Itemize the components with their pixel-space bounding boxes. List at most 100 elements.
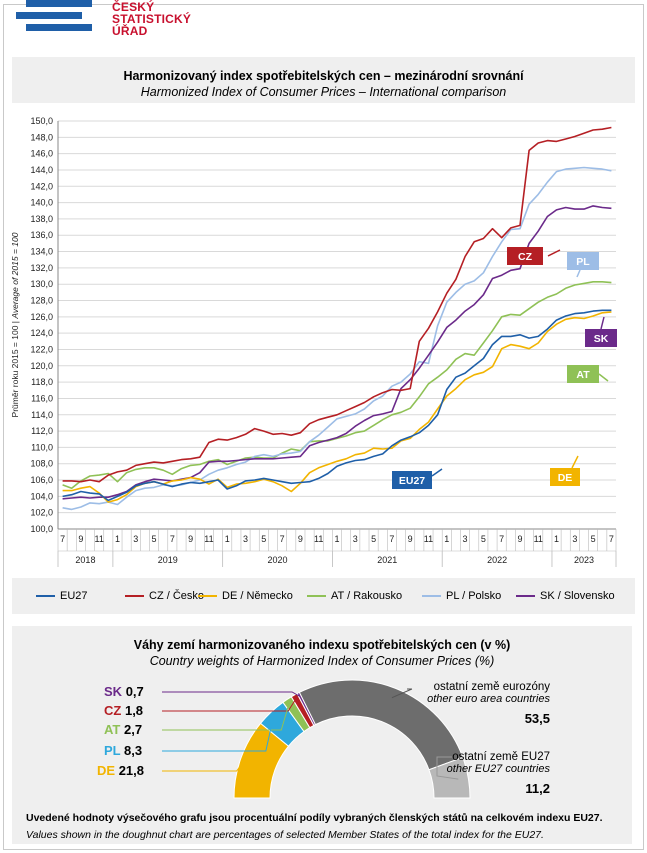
hicp-line-chart: 100,0 102,0 104,0 106,0 108,0 110,0 112,0 114,0…	[10, 103, 635, 575]
weight-value: 8,3	[124, 743, 143, 758]
legend-swatch	[516, 595, 535, 597]
y-tick-label: 110,0	[31, 442, 53, 452]
legend-item-eu27: EU27	[36, 589, 88, 603]
weights-doughnut-chart	[162, 679, 471, 799]
other-eu-cz: ostatní země EU27	[452, 751, 550, 763]
legend-swatch	[307, 595, 326, 597]
legend-label: PL / Polsko	[446, 590, 502, 602]
year-label: 2019	[158, 555, 178, 565]
y-tick-label: 106,0	[30, 475, 53, 485]
chart-svg: 100,0 102,0 104,0 106,0 108,0 110,0 112,0 114,0…	[10, 116, 617, 567]
weights-title-cz: Váhy zemí harmonizovaného indexu spotřeb…	[133, 638, 511, 652]
doughnut-leader-line	[162, 714, 275, 752]
series-line	[62, 309, 612, 502]
x-tick-label: 3	[353, 534, 358, 544]
y-tick-label: 140,0	[30, 198, 53, 208]
y-tick-label: 126,0	[30, 312, 53, 322]
legend-item-sk: SK / Slovensko	[516, 589, 615, 603]
x-tick-label: 1	[225, 534, 230, 544]
chart-title-cz: Harmonizovaný index spotřebitelských cen…	[123, 69, 524, 83]
y-tick-label: 130,0	[30, 279, 53, 289]
x-tick-label: 5	[152, 534, 157, 544]
y-axis-title-en: Average of 2015 = 100	[12, 232, 20, 319]
y-tick-label: 118,0	[31, 377, 53, 387]
series-line	[62, 126, 612, 483]
weight-code: SK	[104, 684, 123, 699]
series-end-label-pointer	[600, 316, 605, 330]
y-tick-label: 102,0	[30, 508, 53, 518]
y-tick-label: 104,0	[30, 491, 53, 501]
x-tick-label: 9	[188, 534, 193, 544]
x-tick-label: 9	[298, 534, 303, 544]
doughnut-leader-line	[162, 698, 297, 712]
series-line	[62, 281, 612, 490]
series-line	[62, 311, 612, 503]
weights-title-en: Country weights of Harmonized Index of C…	[149, 654, 495, 668]
series-line	[62, 205, 612, 500]
legend-item-cz: CZ / Česko	[125, 589, 204, 603]
doughnut-leader-line	[436, 756, 459, 780]
series-end-label-box	[585, 329, 617, 347]
y-tick-label: 112,0	[31, 426, 53, 436]
x-tick-label: 7	[280, 534, 285, 544]
y-tick-label: 122,0	[30, 344, 53, 354]
weight-label-pl: PL 8,3	[104, 743, 142, 758]
series-line	[62, 166, 612, 511]
other-eu-value: 11,2	[525, 781, 550, 796]
legend-swatch	[36, 595, 55, 597]
x-tick-label: 11	[534, 534, 543, 544]
legend-swatch	[198, 595, 217, 597]
legend-label: EU27	[60, 590, 88, 602]
page-frame	[3, 4, 644, 850]
y-tick-label: 144,0	[30, 165, 53, 175]
legend-swatch	[125, 595, 144, 597]
x-tick-label: 3	[133, 534, 138, 544]
y-tick-label: 120,0	[30, 361, 53, 371]
x-tick-label: 1	[554, 534, 559, 544]
x-tick-label: 7	[609, 534, 614, 544]
x-tick-label: 3	[463, 534, 468, 544]
weights-note-en: Values shown in the doughnut chart are p…	[26, 829, 544, 841]
x-tick-label: 1	[444, 534, 449, 544]
legend-item-de: DE / Německo	[198, 589, 293, 603]
x-tick-label: 7	[389, 534, 394, 544]
x-tick-label: 5	[261, 534, 266, 544]
y-tick-label: 114,0	[31, 410, 53, 420]
chart-legend: EU27 CZ / Česko DE / Německo AT / Rakous…	[12, 578, 635, 614]
logo-line-3: ÚŘAD	[112, 24, 148, 38]
logo-wordmark: ČESKÝ STATISTICKÝ ÚŘAD	[112, 1, 191, 37]
weight-value: 21,8	[118, 763, 144, 778]
y-tick-label: 142,0	[30, 181, 53, 191]
y-tick-label: 132,0	[30, 263, 53, 273]
y-axis-title-cz: Průměr roku 2015 = 100 |	[12, 319, 20, 418]
y-tick-label: 100,0	[30, 524, 53, 534]
series-end-label-box	[567, 365, 599, 383]
doughnut-leader-line	[162, 691, 301, 697]
x-tick-label: 1	[334, 534, 339, 544]
x-tick-label: 11	[94, 534, 103, 544]
weight-code: PL	[104, 743, 121, 758]
other-euro-cz: ostatní země eurozóny	[433, 681, 550, 693]
weight-value: 1,8	[124, 703, 144, 718]
series-end-label-box	[507, 247, 543, 265]
legend-item-pl: PL / Polsko	[422, 589, 501, 603]
weight-code: DE	[97, 763, 116, 778]
x-tick-label: 9	[408, 534, 413, 544]
weight-label-other-euro: ostatní země eurozóny other euro area co…	[427, 681, 550, 726]
series-end-label-box	[550, 468, 580, 486]
weight-code: CZ	[104, 703, 122, 718]
chart-title-en: Harmonized Index of Consumer Prices – In…	[140, 85, 507, 99]
csu-logo: ČESKÝ STATISTICKÝ ÚŘAD	[16, 0, 191, 40]
year-label: 2023	[574, 555, 594, 565]
series-end-label: EU27	[399, 475, 425, 487]
series-end-label: SK	[594, 333, 609, 345]
weight-label-at: AT 2,7	[104, 722, 142, 737]
y-tick-label: 136,0	[30, 230, 53, 240]
chart-header: Harmonizovaný index spotřebitelských cen…	[12, 57, 635, 103]
series-end-label: PL	[576, 256, 590, 268]
weight-code: AT	[104, 722, 121, 737]
x-tick-label: 3	[243, 534, 248, 544]
x-tick-label: 3	[572, 534, 577, 544]
y-axis-title: Průměr roku 2015 = 100 | Average of 2015…	[12, 232, 20, 417]
x-tick-label: 5	[481, 534, 486, 544]
